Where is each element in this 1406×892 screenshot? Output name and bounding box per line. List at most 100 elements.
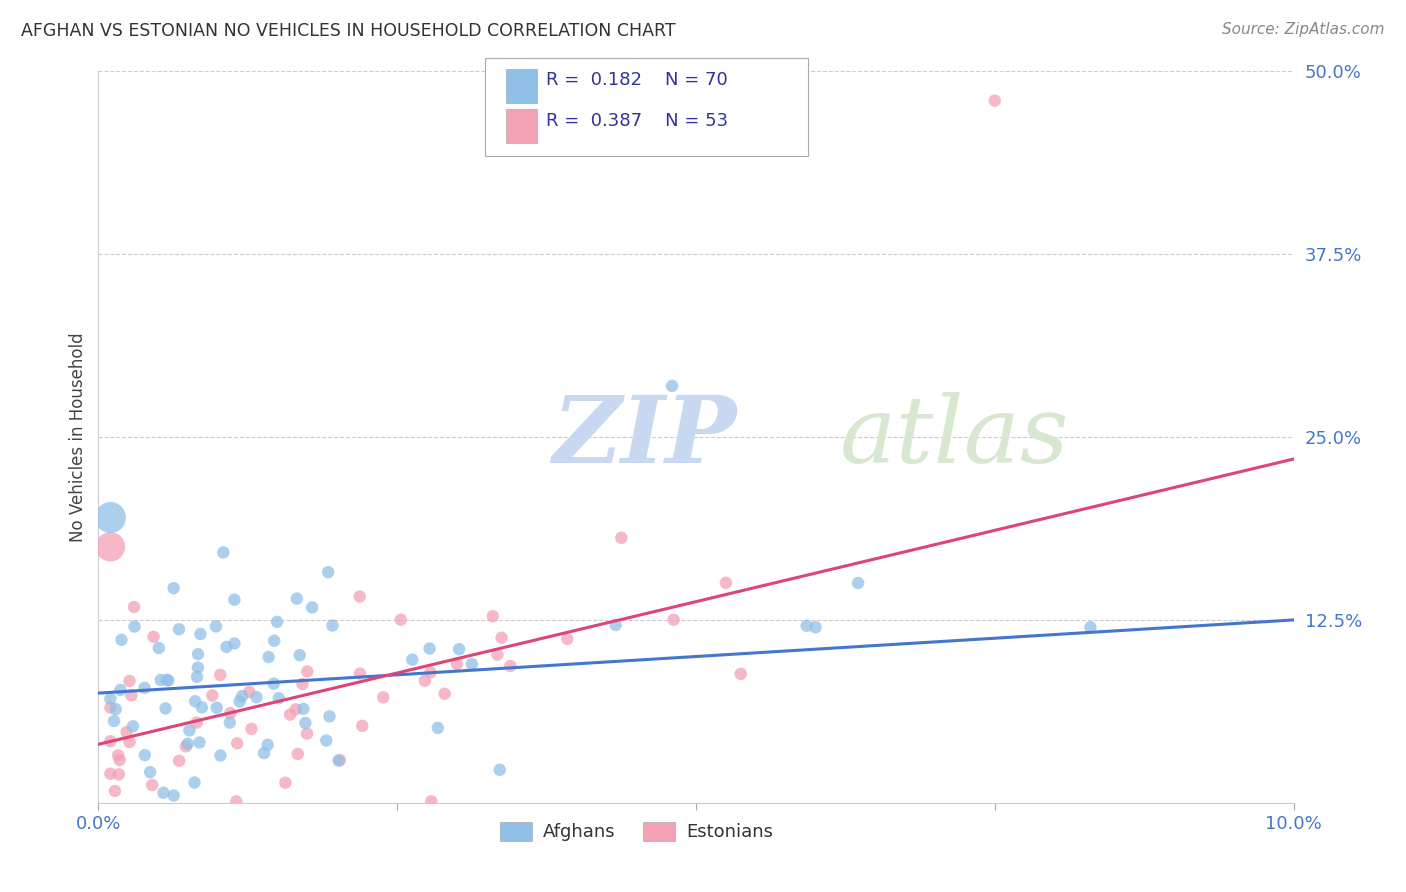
Point: [174, 739, 197, 754]
Point: [167, 622, 190, 636]
Point: [118, 673, 141, 688]
Point: [98, 510, 122, 524]
Y-axis label: No Vehicles in Household: No Vehicles in Household: [69, 332, 87, 542]
Point: [294, 716, 316, 731]
Point: [846, 576, 869, 591]
Point: [219, 706, 242, 720]
Point: [461, 657, 484, 671]
Point: [186, 670, 208, 684]
Point: [228, 694, 250, 708]
Point: [156, 673, 179, 687]
Point: [488, 763, 510, 777]
Point: [201, 689, 224, 703]
Point: [157, 673, 180, 688]
Point: [329, 753, 352, 767]
Point: [288, 648, 311, 663]
Point: [122, 600, 145, 615]
Text: ZIP: ZIP: [553, 392, 737, 482]
Point: [176, 737, 198, 751]
Point: [285, 591, 308, 606]
Point: [212, 545, 235, 559]
Point: [186, 715, 208, 730]
Point: [295, 726, 318, 740]
Point: [104, 784, 127, 798]
Point: [555, 632, 578, 646]
Point: [108, 753, 131, 767]
Point: [141, 778, 163, 792]
Point: [238, 685, 260, 699]
Point: [984, 94, 1007, 108]
Point: [481, 609, 503, 624]
Point: [352, 719, 374, 733]
Point: [209, 668, 232, 682]
Point: [263, 676, 285, 690]
Point: [120, 688, 142, 702]
Point: [420, 794, 443, 808]
Point: [98, 540, 122, 554]
Point: [419, 641, 441, 656]
Point: [605, 618, 627, 632]
Point: [149, 673, 172, 687]
Point: [318, 709, 340, 723]
Point: [108, 767, 131, 781]
Point: [240, 722, 263, 736]
Point: [662, 613, 685, 627]
Point: [291, 677, 314, 691]
Point: [215, 640, 238, 654]
Point: [433, 687, 456, 701]
Point: [389, 613, 412, 627]
Point: [98, 691, 122, 706]
Point: [163, 789, 186, 803]
Point: [274, 775, 297, 789]
Point: [349, 666, 371, 681]
Point: [190, 627, 212, 641]
Point: [118, 735, 141, 749]
Point: [278, 707, 301, 722]
Point: [610, 531, 633, 545]
Point: [315, 733, 337, 747]
Text: R =  0.182    N = 70: R = 0.182 N = 70: [546, 71, 727, 89]
Point: [266, 615, 288, 629]
Point: [107, 748, 129, 763]
Point: [328, 754, 350, 768]
Point: [98, 766, 122, 780]
Point: [184, 694, 207, 708]
Point: [1080, 620, 1102, 634]
Point: [179, 723, 201, 738]
Point: [122, 719, 145, 733]
Point: [226, 736, 249, 750]
Point: [209, 748, 232, 763]
Point: [245, 690, 267, 705]
Point: [187, 647, 209, 661]
Point: [413, 673, 436, 688]
Point: [167, 754, 190, 768]
Point: [205, 619, 228, 633]
Point: [110, 632, 132, 647]
Point: [796, 619, 818, 633]
Point: [446, 657, 468, 671]
Point: [98, 734, 122, 748]
Point: [139, 765, 162, 780]
Point: [124, 619, 146, 633]
Point: [401, 652, 423, 666]
Point: [134, 681, 156, 695]
Point: [804, 620, 827, 634]
Point: [263, 633, 285, 648]
Point: [287, 747, 309, 761]
Point: [115, 725, 138, 739]
Point: [183, 775, 205, 789]
Point: [714, 575, 737, 590]
Point: [231, 690, 253, 704]
Point: [205, 700, 228, 714]
Point: [104, 702, 127, 716]
Point: [449, 642, 471, 657]
Point: [188, 735, 211, 749]
Point: [316, 565, 339, 579]
Point: [373, 690, 395, 705]
Point: [267, 691, 290, 706]
Point: [256, 738, 278, 752]
Point: [148, 641, 170, 656]
Point: [491, 631, 513, 645]
Point: [224, 636, 246, 650]
Point: [499, 659, 522, 673]
